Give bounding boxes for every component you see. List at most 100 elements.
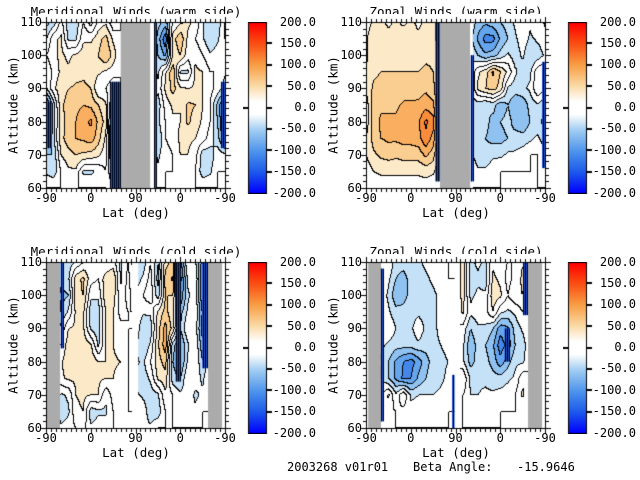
x-tick-label: -90 bbox=[534, 431, 556, 445]
x-tick-label: -90 bbox=[355, 431, 377, 445]
x-tick-label: 90 bbox=[448, 431, 463, 445]
y-tick-label: 90 bbox=[347, 81, 362, 96]
colorbar-tick-label: 50.0 bbox=[607, 318, 636, 333]
colorbar-canvas bbox=[563, 22, 593, 194]
y-tick-label: 100 bbox=[20, 48, 42, 63]
x-tick-label: 90 bbox=[128, 431, 143, 445]
y-tick-label: 80 bbox=[347, 114, 362, 129]
contour-plot-canvas bbox=[358, 254, 554, 437]
colorbar-tick-label: 150.0 bbox=[279, 35, 316, 50]
y-tick-label: 60 bbox=[27, 181, 42, 195]
x-tick-label: 90 bbox=[448, 191, 463, 205]
x-tick-label: -90 bbox=[35, 191, 57, 205]
footer-orbit-version: 2003268 v01r01 bbox=[287, 460, 389, 474]
colorbar-tick-label: 50.0 bbox=[287, 318, 316, 333]
colorbar-tick-label: 150.0 bbox=[599, 275, 636, 290]
contour-plot-canvas bbox=[38, 14, 234, 197]
x-tick-label: 0 bbox=[176, 431, 184, 445]
colorbar-tick-label: -50.0 bbox=[599, 121, 636, 136]
x-tick-label: -90 bbox=[214, 191, 236, 205]
y-tick-label: 80 bbox=[27, 354, 42, 369]
colorbar-tick-labels: 200.0 150.0 100.0 50.0 0.0 -50.0 -100.0 -150.0 -… bbox=[592, 240, 636, 480]
colorbar-tick-label: 0.0 bbox=[294, 100, 316, 114]
y-tick-label: 70 bbox=[347, 387, 362, 402]
colorbar-tick-label: -50.0 bbox=[279, 121, 316, 136]
y-tick-labels: 60 70 80 90 100 110 bbox=[14, 240, 42, 480]
colorbar-tick-label: -50.0 bbox=[279, 361, 316, 376]
footer-beta-value: -15.9646 bbox=[517, 460, 575, 474]
colorbar-tick-label: -150.0 bbox=[592, 164, 636, 179]
y-tick-label: 70 bbox=[27, 387, 42, 402]
y-tick-label: 90 bbox=[27, 321, 42, 336]
x-tick-label: 0 bbox=[407, 431, 415, 445]
colorbar-tick-label: -150.0 bbox=[272, 404, 316, 419]
colorbar-tick-label: -150.0 bbox=[272, 164, 316, 179]
panel-meridional-winds-warm-side: Meridional Winds (warm side) Altitude (k… bbox=[0, 0, 320, 240]
colorbar-tick-label: -50.0 bbox=[599, 361, 636, 376]
y-tick-label: 110 bbox=[340, 15, 362, 29]
y-tick-label: 110 bbox=[340, 255, 362, 269]
colorbar-tick-label: -200.0 bbox=[272, 425, 316, 440]
x-axis-label: Lat (deg) bbox=[102, 445, 170, 460]
colorbar-canvas bbox=[243, 262, 273, 434]
y-tick-label: 80 bbox=[27, 114, 42, 129]
panel-zonal-winds-cold-side: Zonal Winds (cold side) Altitude (km) La… bbox=[320, 240, 640, 480]
colorbar-tick-label: -150.0 bbox=[592, 404, 636, 419]
colorbar-tick-label: 150.0 bbox=[279, 275, 316, 290]
x-tick-label: 0 bbox=[496, 431, 504, 445]
y-tick-label: 60 bbox=[27, 421, 42, 435]
x-tick-labels: -90 0 90 0 -90 bbox=[320, 240, 640, 480]
y-tick-labels: 60 70 80 90 100 110 bbox=[334, 0, 362, 240]
colorbar-tick-label: 50.0 bbox=[287, 78, 316, 93]
colorbar-tick-label: -100.0 bbox=[592, 142, 636, 157]
y-tick-label: 100 bbox=[20, 288, 42, 303]
x-axis-label: Lat (deg) bbox=[422, 205, 490, 220]
contour-plot-canvas bbox=[358, 14, 554, 197]
x-tick-label: -90 bbox=[35, 431, 57, 445]
x-tick-label: -90 bbox=[214, 431, 236, 445]
colorbar-tick-label: 150.0 bbox=[599, 35, 636, 50]
y-tick-label: 110 bbox=[20, 255, 42, 269]
colorbar-tick-label: 200.0 bbox=[599, 14, 636, 29]
x-tick-labels: -90 0 90 0 -90 bbox=[320, 0, 640, 240]
x-tick-labels: -90 0 90 0 -90 bbox=[0, 240, 320, 480]
colorbar-tick-label: 100.0 bbox=[279, 57, 316, 72]
panel-zonal-winds-warm-side: Zonal Winds (warm side) Altitude (km) La… bbox=[320, 0, 640, 240]
x-tick-label: 0 bbox=[87, 431, 95, 445]
panel-meridional-winds-cold-side: Meridional Winds (cold side) Altitude (k… bbox=[0, 240, 320, 480]
y-tick-label: 90 bbox=[27, 81, 42, 96]
x-tick-label: 0 bbox=[407, 191, 415, 205]
colorbar-tick-label: -200.0 bbox=[272, 185, 316, 200]
colorbar-tick-label: 200.0 bbox=[279, 14, 316, 29]
y-tick-label: 80 bbox=[347, 354, 362, 369]
y-tick-label: 70 bbox=[27, 147, 42, 162]
x-tick-labels: -90 0 90 0 -90 bbox=[0, 0, 320, 240]
y-tick-labels: 60 70 80 90 100 110 bbox=[14, 0, 42, 240]
colorbar-tick-label: 100.0 bbox=[599, 57, 636, 72]
footer-beta-label: Beta Angle: bbox=[413, 460, 493, 474]
colorbar-tick-label: 200.0 bbox=[599, 254, 636, 269]
colorbar-canvas bbox=[563, 262, 593, 434]
colorbar-tick-label: 0.0 bbox=[614, 100, 636, 114]
y-tick-label: 70 bbox=[347, 147, 362, 162]
y-tick-label: 100 bbox=[340, 48, 362, 63]
colorbar-tick-label: 0.0 bbox=[614, 340, 636, 354]
colorbar-tick-labels: 200.0 150.0 100.0 50.0 0.0 -50.0 -100.0 -150.0 -… bbox=[592, 0, 636, 240]
colorbar-tick-label: 100.0 bbox=[279, 297, 316, 312]
x-tick-label: 0 bbox=[496, 191, 504, 205]
colorbar-tick-label: 100.0 bbox=[599, 297, 636, 312]
x-tick-label: 0 bbox=[176, 191, 184, 205]
y-tick-labels: 60 70 80 90 100 110 bbox=[334, 240, 362, 480]
colorbar-tick-label: -200.0 bbox=[592, 425, 636, 440]
y-tick-label: 60 bbox=[347, 181, 362, 195]
colorbar-tick-label: -200.0 bbox=[592, 185, 636, 200]
x-axis-label: Lat (deg) bbox=[102, 205, 170, 220]
x-tick-label: 0 bbox=[87, 191, 95, 205]
y-tick-label: 90 bbox=[347, 321, 362, 336]
colorbar-canvas bbox=[243, 22, 273, 194]
colorbar-tick-label: -100.0 bbox=[592, 382, 636, 397]
x-tick-label: -90 bbox=[355, 191, 377, 205]
colorbar-tick-labels: 200.0 150.0 100.0 50.0 0.0 -50.0 -100.0 -150.0 -… bbox=[272, 240, 316, 480]
y-tick-label: 100 bbox=[340, 288, 362, 303]
